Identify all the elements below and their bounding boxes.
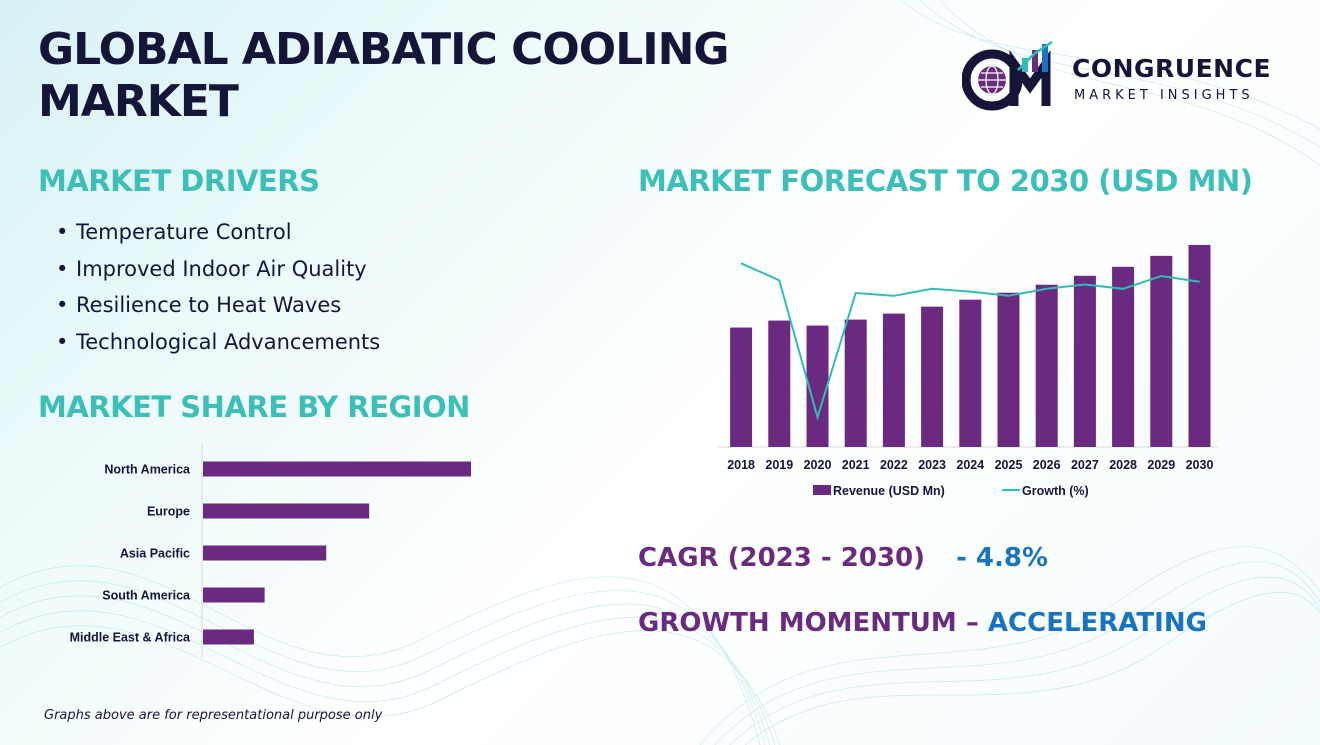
region-category-label: North America	[104, 463, 191, 477]
forecast-revenue-bar	[1035, 284, 1058, 447]
forecast-year-label: 2019	[765, 458, 793, 472]
legend-revenue-label: Revenue (USD Mn)	[833, 484, 945, 498]
momentum-label: GROWTH MOMENTUM –	[638, 608, 979, 638]
forecast-combo-chart: 2018 2019 2020 2021 2022 2023 2024 2025 2026 2027…	[718, 244, 1219, 498]
forecast-revenue-bar	[844, 319, 867, 447]
driver-item: • Temperature Control	[56, 214, 380, 251]
forecast-year-label: 2022	[880, 458, 908, 472]
driver-item: • Resilience to Heat Waves	[56, 287, 380, 324]
logo-name: CONGRUENCE	[1072, 54, 1272, 83]
forecast-year-label: 2025	[995, 458, 1023, 472]
page-title-line2: MARKET	[38, 76, 239, 127]
growth-momentum-stat: GROWTH MOMENTUM – ACCELERATING	[638, 608, 1207, 638]
region-category-label: Asia Pacific	[120, 547, 190, 561]
bullet-dot: •	[56, 256, 69, 281]
forecast-growth-line	[740, 262, 1200, 421]
cagr-stat: CAGR (2023 - 2030) - 4.8%	[638, 543, 1048, 573]
momentum-value: ACCELERATING	[987, 608, 1207, 638]
logo-subtitle: MARKET INSIGHTS	[1074, 88, 1254, 103]
footnote: Graphs above are for representational pu…	[44, 708, 383, 723]
forecast-year-label: 2026	[1033, 458, 1061, 472]
forecast-year-label: 2027	[1071, 458, 1099, 472]
region-bar	[203, 503, 370, 519]
legend-revenue-swatch	[813, 485, 831, 495]
region-bar	[203, 629, 254, 645]
driver-item-label: Technological Advancements	[76, 329, 381, 354]
cagr-label: CAGR (2023 - 2030)	[638, 543, 926, 573]
forecast-revenue-bar	[959, 299, 982, 447]
forecast-year-label: 2021	[842, 458, 870, 472]
region-bar	[203, 461, 471, 477]
forecast-year-label: 2030	[1186, 458, 1214, 472]
forecast-year-label: 2020	[804, 458, 832, 472]
legend-growth-label: Growth (%)	[1022, 484, 1089, 498]
region-category-label: Europe	[147, 505, 190, 519]
page-title-line1: GLOBAL ADIABATIC COOLING	[38, 24, 730, 75]
driver-item-label: Temperature Control	[76, 220, 292, 244]
bullet-dot: •	[56, 220, 69, 244]
region-bar	[203, 545, 327, 561]
bullet-dot: •	[56, 329, 69, 354]
drivers-heading: MARKET DRIVERS	[38, 164, 320, 198]
region-heading: MARKET SHARE BY REGION	[38, 390, 470, 424]
forecast-revenue-bar	[997, 292, 1020, 447]
region-category-label: South America	[102, 589, 191, 603]
forecast-revenue-bar	[768, 320, 791, 447]
forecast-heading: MARKET FORECAST TO 2030 (USD MN)	[638, 164, 1253, 198]
forecast-year-label: 2028	[1109, 458, 1137, 472]
forecast-revenue-bar	[806, 325, 829, 447]
driver-item-label: Resilience to Heat Waves	[76, 293, 342, 317]
forecast-revenue-bar	[730, 327, 753, 447]
forecast-revenue-bar	[1150, 255, 1173, 447]
forecast-revenue-bar	[921, 306, 944, 447]
cmi-globe-bars-logo-icon	[961, 40, 1053, 111]
forecast-year-label: 2018	[727, 458, 755, 472]
page-title: GLOBAL ADIABATIC COOLING MARKET	[38, 24, 730, 128]
region-bar	[203, 587, 265, 603]
driver-item: • Improved Indoor Air Quality	[56, 251, 380, 288]
forecast-year-label: 2029	[1147, 458, 1175, 472]
forecast-year-label: 2024	[956, 458, 984, 472]
forecast-revenue-bar	[882, 313, 905, 447]
cagr-value: - 4.8%	[956, 543, 1049, 573]
forecast-year-label: 2023	[918, 458, 946, 472]
forecast-revenue-bar	[1188, 244, 1211, 447]
company-logo: CONGRUENCE MARKET INSIGHTS	[961, 40, 1292, 112]
region-bar-chart: North America Europe Asia Pacific South Ame…	[70, 444, 471, 658]
driver-item-label: Improved Indoor Air Quality	[76, 256, 367, 281]
bullet-dot: •	[56, 293, 69, 317]
driver-item: • Technological Advancements	[56, 324, 380, 361]
forecast-revenue-bar	[1112, 266, 1135, 447]
drivers-list: • Temperature Control • Improved Indoor Ai…	[56, 214, 380, 360]
forecast-revenue-bar	[1073, 275, 1096, 447]
region-category-label: Middle East & Africa	[70, 631, 191, 645]
